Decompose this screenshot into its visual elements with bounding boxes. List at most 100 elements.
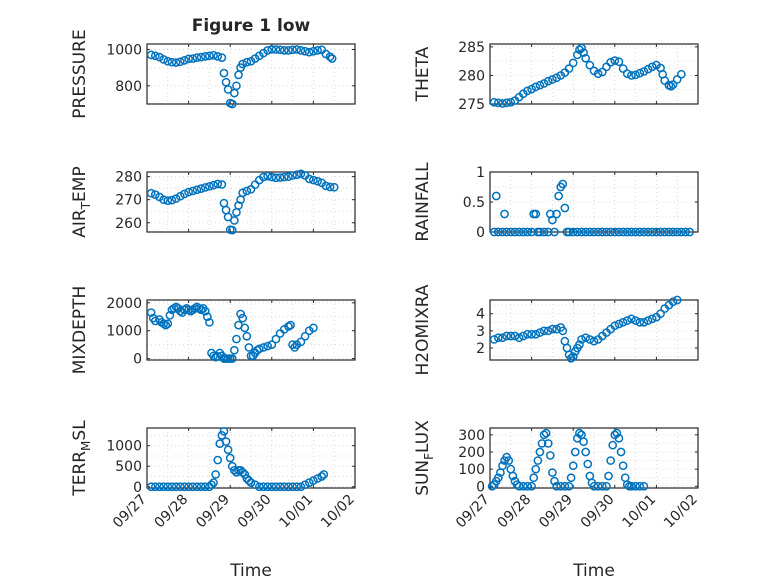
data-point	[635, 481, 645, 491]
data-point	[213, 52, 223, 61]
data-point	[200, 306, 210, 316]
data-point	[627, 71, 636, 80]
data-point	[610, 321, 620, 331]
data-point	[668, 80, 678, 89]
y-tick-label: 2000	[106, 296, 142, 312]
data-point	[184, 482, 193, 492]
y-tick-label: 1000	[106, 42, 142, 58]
data-point	[167, 195, 177, 205]
data-point	[618, 461, 628, 471]
data-point	[319, 470, 329, 479]
data-point	[225, 453, 235, 463]
data-point	[304, 174, 314, 184]
data-point	[271, 173, 281, 183]
data-point	[180, 189, 189, 199]
panel-pressure: 800 1000 PRESSURE	[70, 29, 356, 119]
data-point	[263, 46, 272, 55]
data-point	[622, 480, 632, 489]
data-point	[171, 482, 181, 492]
data-point	[150, 51, 160, 61]
data-point	[155, 482, 164, 492]
data-point	[577, 335, 586, 344]
data-point	[564, 227, 574, 237]
y-tick-label: 0	[133, 352, 142, 368]
data-point	[550, 227, 559, 237]
data-point	[597, 481, 607, 491]
data-point	[666, 81, 676, 91]
data-point	[677, 69, 686, 79]
data-point	[254, 482, 264, 492]
data-point	[296, 46, 306, 55]
data-point	[202, 312, 212, 322]
data-point	[227, 461, 237, 471]
x-tick-label: 10/02	[661, 492, 701, 532]
data-point	[539, 227, 549, 237]
data-point	[304, 478, 314, 488]
data-point	[631, 70, 640, 80]
data-point	[502, 98, 511, 108]
data-point	[589, 227, 599, 237]
data-point	[606, 227, 615, 237]
x-tick-label: 10/01	[276, 492, 316, 532]
data-point	[489, 335, 499, 344]
y-tick-label: 800	[115, 79, 142, 95]
data-point	[664, 227, 674, 237]
data-point	[254, 344, 264, 354]
data-point	[317, 472, 327, 481]
axis-frame	[489, 299, 699, 361]
data-point	[275, 482, 285, 492]
data-point	[271, 482, 281, 492]
data-point	[579, 437, 588, 447]
data-point	[681, 227, 690, 237]
data-point	[244, 476, 254, 485]
data-point	[493, 333, 503, 343]
data-point	[610, 56, 620, 65]
plot-area	[147, 44, 355, 104]
data-point	[639, 481, 649, 491]
data-point	[560, 481, 570, 491]
data-point	[498, 461, 507, 471]
data-point	[304, 47, 314, 57]
data-point	[581, 447, 591, 457]
data-point	[163, 319, 173, 329]
data-point	[627, 227, 636, 237]
data-point	[300, 331, 310, 341]
data-point	[543, 439, 553, 448]
data-point	[217, 180, 227, 189]
data-point	[589, 336, 599, 346]
data-point	[581, 227, 591, 237]
data-point	[219, 68, 229, 78]
data-point	[175, 57, 185, 67]
data-point	[171, 194, 181, 203]
data-point	[327, 54, 337, 63]
data-point	[652, 227, 661, 237]
data-point	[585, 60, 595, 70]
data-point	[240, 470, 250, 479]
y-tick-label: 260	[115, 216, 142, 232]
data-point	[150, 190, 160, 199]
data-point	[527, 227, 536, 237]
data-point	[514, 227, 524, 237]
data-point	[597, 227, 607, 237]
data-point	[259, 172, 268, 182]
data-point	[523, 329, 532, 339]
data-point	[631, 316, 640, 325]
data-point	[259, 343, 268, 352]
x-tick-label: 09/30	[578, 492, 618, 532]
data-point	[597, 67, 607, 77]
y-axis-label: PRESSURE	[70, 29, 90, 118]
y-tick-label: 3	[476, 324, 485, 340]
data-point	[211, 470, 220, 479]
data-point	[244, 343, 254, 352]
axis-frame	[489, 427, 699, 489]
data-point	[309, 175, 318, 185]
data-point	[279, 46, 289, 55]
data-point	[552, 73, 561, 83]
data-point	[165, 310, 175, 320]
data-point	[647, 314, 657, 324]
data-point	[616, 447, 626, 457]
data-point	[608, 440, 618, 450]
data-point	[491, 191, 501, 201]
data-point	[279, 172, 289, 182]
